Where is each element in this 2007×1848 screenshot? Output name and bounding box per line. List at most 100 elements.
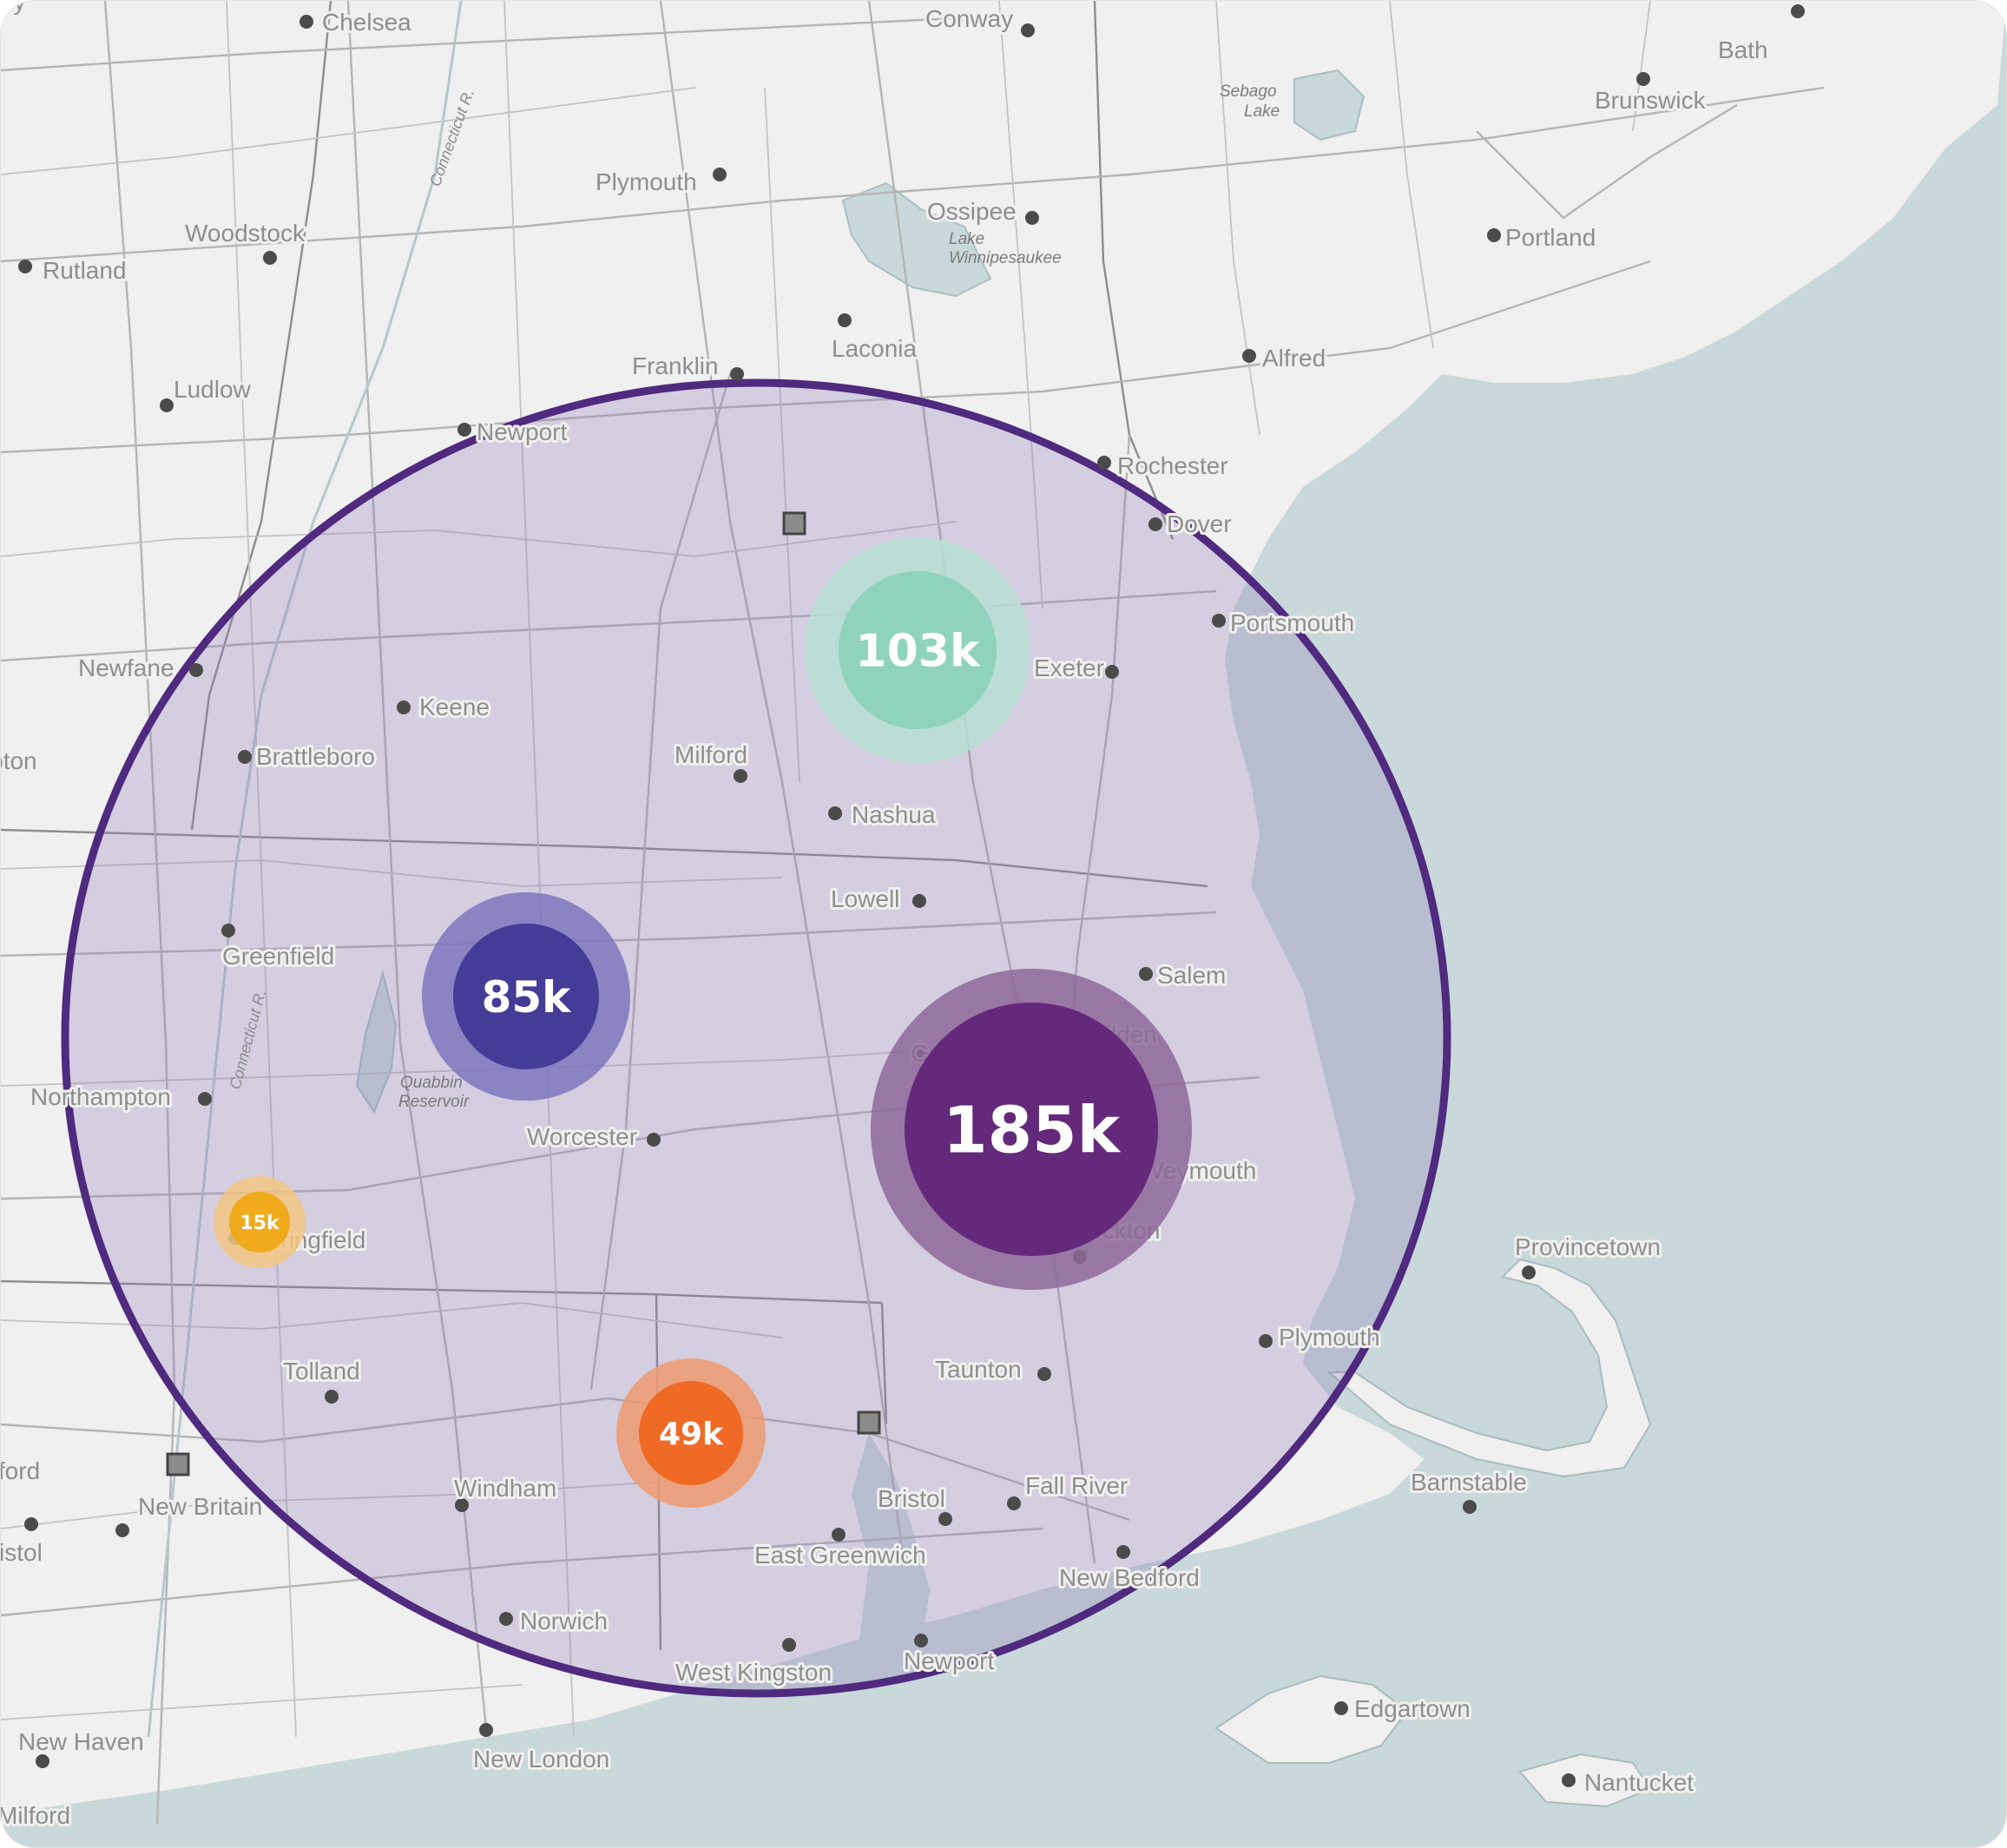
city-dot[interactable] — [238, 750, 252, 764]
city-dot[interactable] — [479, 1723, 493, 1737]
cluster-count-label: 85k — [482, 972, 573, 1023]
cluster-core[interactable] — [905, 1003, 1158, 1256]
city-dot[interactable] — [828, 806, 842, 820]
cluster-core[interactable] — [229, 1192, 290, 1253]
cluster-core[interactable] — [839, 571, 997, 729]
city-dot[interactable] — [1791, 4, 1805, 18]
city-label: Greenfield — [222, 943, 334, 970]
city-dot[interactable] — [730, 367, 744, 381]
city-dot[interactable] — [1116, 1545, 1130, 1559]
city-dot[interactable] — [1021, 23, 1035, 37]
city-dot[interactable] — [912, 894, 926, 908]
city-label: Edgartown — [1354, 1695, 1471, 1722]
border-vt-nh — [190, 1, 332, 831]
cape-cod — [1326, 1258, 1652, 1478]
nantucket — [1518, 1753, 1652, 1808]
cluster-count-label: 185k — [943, 1094, 1121, 1168]
city-label: Newport — [477, 418, 567, 445]
city-dot[interactable] — [1212, 614, 1226, 628]
city-dot[interactable] — [713, 168, 727, 181]
city-dot[interactable] — [299, 15, 313, 29]
city-dot[interactable] — [1463, 1500, 1477, 1514]
cluster-15k[interactable]: 15k — [214, 1176, 306, 1268]
city-label: New Bedford — [1059, 1564, 1200, 1591]
city-dot[interactable] — [1334, 1701, 1348, 1715]
city-dot[interactable] — [24, 1517, 38, 1531]
service-region[interactable] — [61, 378, 1451, 1698]
city-label: Hartford — [1, 1457, 40, 1484]
city-dot[interactable] — [1097, 456, 1111, 470]
border-ma-north — [1, 828, 1208, 888]
city-dot[interactable] — [1636, 72, 1650, 86]
city-dot[interactable] — [1487, 228, 1501, 242]
cluster-85k[interactable]: 85k — [422, 892, 630, 1101]
city-dot[interactable] — [838, 313, 852, 327]
city-dot[interactable] — [1037, 1367, 1051, 1381]
city-label: Alfred — [1262, 345, 1326, 372]
city-dot[interactable] — [499, 1612, 513, 1626]
city-dot[interactable] — [455, 1498, 469, 1512]
city-dot[interactable] — [221, 924, 235, 937]
city-dot[interactable] — [189, 663, 203, 677]
city-dot[interactable] — [734, 769, 747, 783]
city-label: Milford — [674, 741, 747, 768]
cluster-count-label: 49k — [659, 1417, 724, 1452]
cluster-core[interactable] — [453, 924, 599, 1069]
city-dot[interactable] — [782, 1638, 796, 1652]
city-label: Ossipee — [927, 198, 1017, 225]
city-dot[interactable] — [1105, 665, 1119, 679]
city-dot[interactable] — [1242, 349, 1256, 363]
city-dot[interactable] — [160, 398, 174, 412]
city-dot[interactable] — [832, 1528, 846, 1542]
city-label: Chelsea — [322, 9, 411, 36]
city-label: Portsmouth — [1230, 609, 1354, 636]
city-dot[interactable] — [198, 1092, 212, 1106]
quabbin-label-2: Reservoir — [398, 1093, 470, 1111]
city-label: Lowell — [831, 885, 899, 912]
city-label: Nashua — [852, 801, 936, 828]
city-dot[interactable] — [397, 700, 411, 714]
city-dot[interactable] — [1148, 517, 1162, 531]
city-dot[interactable] — [1025, 211, 1039, 225]
city-dot[interactable] — [325, 1390, 339, 1404]
city-label: Windham — [454, 1475, 556, 1502]
city-dot[interactable] — [647, 1133, 661, 1147]
city-label: Exeter — [1034, 654, 1104, 681]
cluster-103k[interactable]: 103k — [805, 537, 1030, 763]
cluster-core[interactable] — [639, 1381, 743, 1485]
city-label: Canterbury — [1, 1, 26, 15]
marthas-vineyard — [1214, 1674, 1409, 1764]
capital-concord-marker — [782, 511, 806, 536]
city-label: Ludlow — [174, 376, 252, 403]
city-label: Rutland — [43, 257, 127, 284]
capital-providence-marker — [857, 1411, 881, 1435]
winni-label-1: Lake — [949, 230, 984, 248]
cluster-185k[interactable]: 185k — [871, 969, 1192, 1290]
city-label: Brattleboro — [256, 743, 375, 770]
city-dot[interactable] — [18, 260, 32, 273]
city-label: Provincetown — [1515, 1233, 1661, 1260]
city-dot[interactable] — [115, 1523, 129, 1537]
city-label: Barnstable — [1411, 1469, 1527, 1496]
city-dot[interactable] — [457, 423, 471, 437]
city-dot[interactable] — [1562, 1773, 1576, 1787]
city-dot[interactable] — [36, 1754, 49, 1768]
city-dot[interactable] — [263, 251, 277, 265]
city-dot[interactable] — [1259, 1334, 1273, 1348]
city-dot[interactable] — [1522, 1266, 1536, 1279]
border-ma-south — [1, 1279, 883, 1305]
city-label: Northampton — [30, 1083, 171, 1110]
narragansett-bay — [852, 1433, 938, 1702]
city-dot[interactable] — [938, 1512, 952, 1526]
sebago-label-2: Lake — [1244, 102, 1280, 121]
city-dot[interactable] — [1007, 1496, 1021, 1510]
city-label: Conway — [925, 5, 1013, 32]
city-label: Bristol — [1, 1539, 43, 1566]
city-dot[interactable] — [1139, 967, 1153, 981]
quabbin-reservoir — [355, 970, 398, 1115]
cluster-49k[interactable]: 49k — [616, 1358, 766, 1508]
city-dot[interactable] — [914, 1634, 928, 1647]
sebago-label-1: Sebago — [1220, 82, 1277, 101]
